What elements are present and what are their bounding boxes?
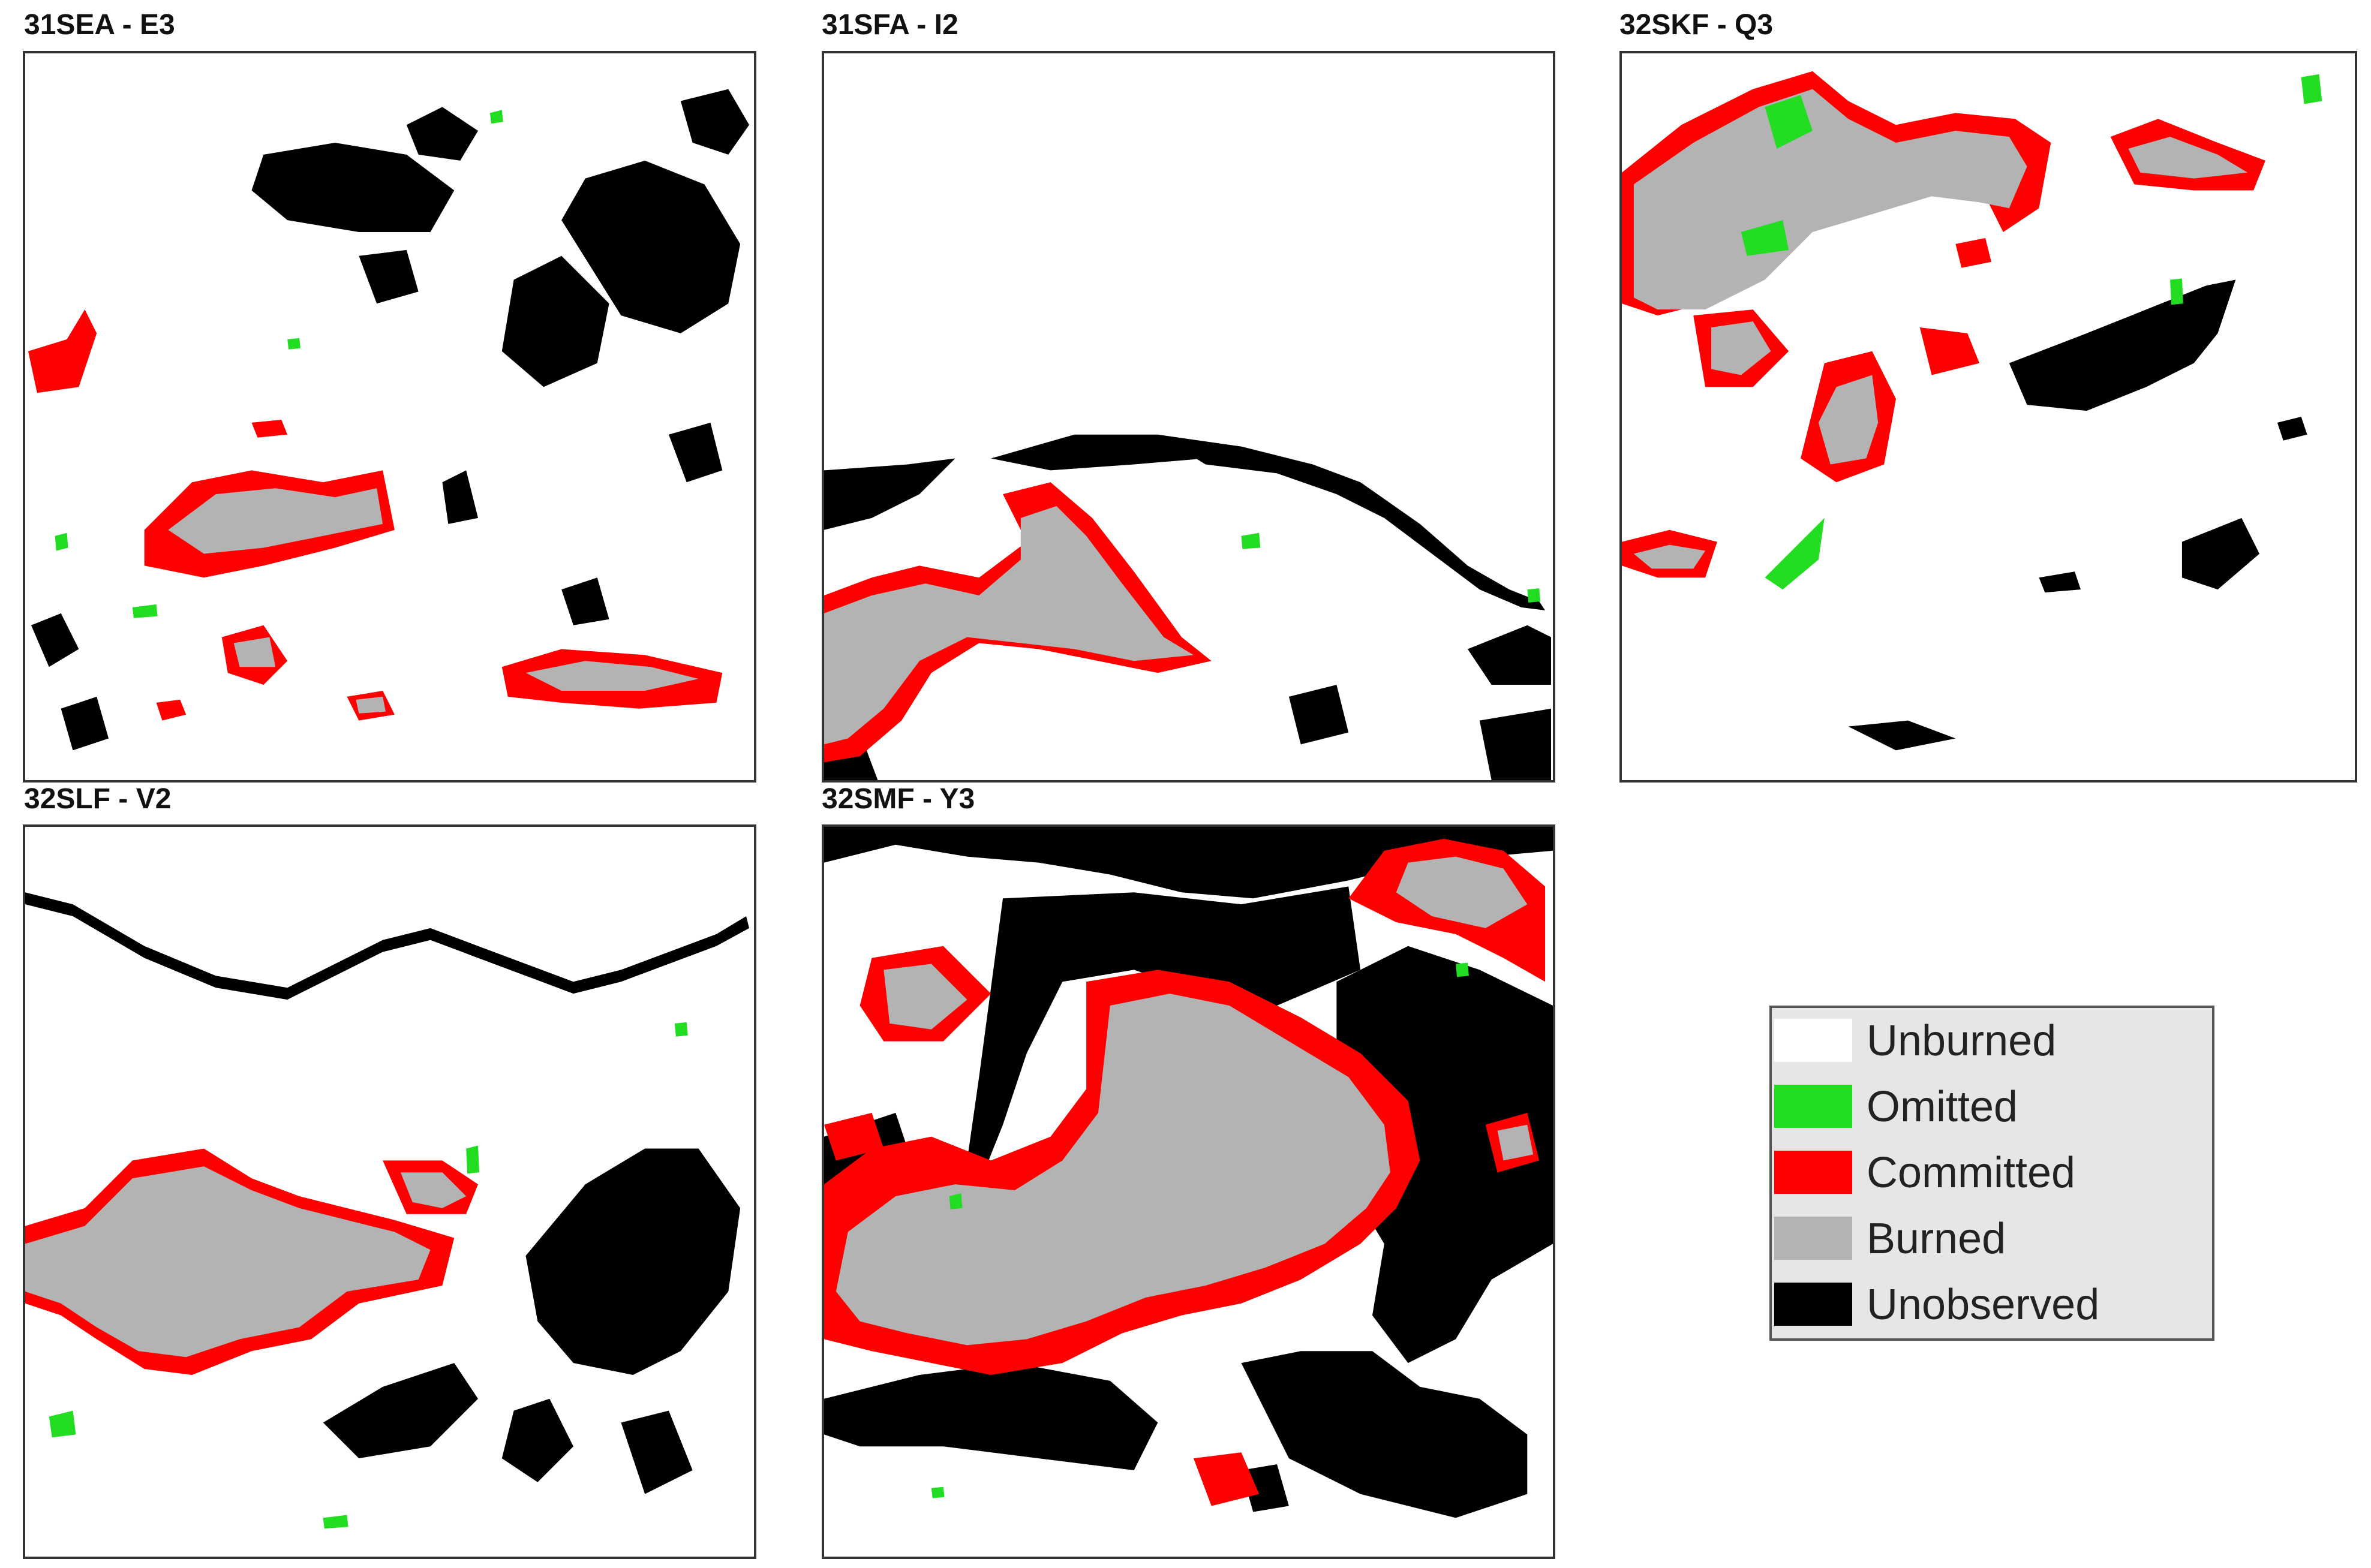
omitted-areas — [1741, 74, 2322, 590]
legend-label-burned: Burned — [1867, 1215, 2006, 1263]
unobserved-areas — [1848, 279, 2307, 751]
panel-title-32slf: 32SLF - V2 — [24, 783, 172, 815]
legend-item-unburned: Unburned — [1772, 1008, 2212, 1079]
map-32slf-canvas — [25, 892, 750, 1529]
omitted-areas — [55, 110, 503, 618]
legend-item-omitted: Omitted — [1772, 1074, 2212, 1145]
legend-item-committed: Committed — [1772, 1140, 2212, 1211]
legend-label-omitted: Omitted — [1867, 1083, 2018, 1131]
legend-label-unburned: Unburned — [1867, 1017, 2057, 1065]
panel-title-32smf: 32SMF - Y3 — [822, 783, 975, 815]
unobserved-areas — [25, 892, 750, 1494]
unobserved-areas — [824, 827, 1553, 1518]
omitted-areas — [1241, 532, 1541, 603]
burned-areas — [836, 856, 1534, 1346]
legend-item-unobserved: Unobserved — [1772, 1272, 2212, 1343]
map-32slf — [23, 824, 756, 1559]
legend-label-unobserved: Unobserved — [1867, 1281, 2100, 1329]
map-31sfa-canvas — [824, 434, 1552, 780]
panel-title-31sfa: 31SFA - I2 — [822, 9, 958, 41]
omitted-areas — [931, 962, 1469, 1498]
burned-areas — [1633, 89, 2248, 569]
panel-title-32skf: 32SKF - Q3 — [1619, 9, 1774, 41]
map-32skf-canvas — [1622, 71, 2322, 751]
map-31sfa — [822, 51, 1555, 783]
red-swatch-icon — [1774, 1151, 1852, 1194]
map-32skf — [1619, 51, 2357, 783]
map-32smf — [822, 824, 1555, 1559]
legend-item-burned: Burned — [1772, 1206, 2212, 1277]
gray-swatch-icon — [1774, 1217, 1852, 1260]
white-swatch-icon — [1774, 1019, 1852, 1062]
unobserved-areas — [31, 89, 750, 751]
map-32smf-canvas — [824, 827, 1553, 1518]
black-swatch-icon — [1774, 1283, 1852, 1326]
panel-title-31sea: 31SEA - E3 — [24, 9, 175, 41]
omitted-areas — [49, 1022, 688, 1529]
legend: Unburned Omitted Committed Burned Unobse… — [1769, 1006, 2214, 1341]
map-31sea — [23, 51, 756, 783]
map-31sea-canvas — [28, 89, 750, 751]
green-swatch-icon — [1774, 1085, 1852, 1128]
burned-areas — [168, 488, 699, 714]
legend-label-committed: Committed — [1867, 1149, 2076, 1197]
burned-areas — [824, 506, 1194, 745]
burned-areas — [25, 1166, 467, 1358]
